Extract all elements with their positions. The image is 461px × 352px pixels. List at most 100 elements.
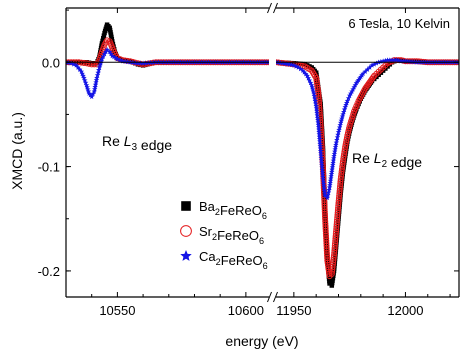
- data-point: [92, 81, 99, 87]
- annotation-re-l2-edge: Re L2 edge: [352, 150, 422, 170]
- data-point: [318, 157, 325, 163]
- legend-label: Sr2FeReO6: [199, 224, 264, 246]
- data-point: [315, 119, 321, 125]
- y-axis-label: XMCD (a.u.): [9, 112, 25, 190]
- data-point: [370, 74, 377, 81]
- data-point: [336, 218, 341, 224]
- data-point: [319, 114, 324, 119]
- data-point: [369, 62, 375, 68]
- data-point: [346, 134, 351, 139]
- data-point: [334, 237, 339, 243]
- data-point: [330, 275, 336, 281]
- series-panel: [66, 22, 269, 68]
- data-point: [317, 148, 324, 154]
- data-point: [317, 94, 322, 100]
- data-point: [327, 177, 334, 184]
- data-point: [312, 98, 318, 104]
- data-point: [316, 136, 323, 142]
- axis-break-bottom: [267, 291, 272, 303]
- data-point: [342, 104, 348, 110]
- data-point: [321, 188, 328, 194]
- data-point: [337, 199, 343, 205]
- data-point: [99, 56, 105, 62]
- data-point: [94, 72, 101, 78]
- data-point: [109, 34, 114, 40]
- data-point: [326, 184, 333, 190]
- axis-break-top: [273, 2, 278, 14]
- data-point: [313, 74, 320, 81]
- data-point: [344, 98, 351, 104]
- data-point: [317, 138, 323, 144]
- data-point: [320, 136, 325, 141]
- data-point: [317, 92, 322, 97]
- data-point: [338, 117, 344, 123]
- data-point: [332, 144, 339, 150]
- data-point: [316, 131, 322, 137]
- data-point: [91, 88, 97, 94]
- data-point: [330, 162, 336, 168]
- data-point: [335, 228, 340, 233]
- data-point: [332, 256, 338, 262]
- data-point: [335, 223, 341, 229]
- data-point: [333, 142, 339, 148]
- series-panel: [66, 46, 269, 99]
- data-point: [334, 242, 339, 248]
- data-point: [310, 88, 317, 94]
- data-point: [320, 148, 326, 153]
- data-point: [371, 61, 377, 67]
- data-point: [341, 106, 348, 112]
- data-point: [101, 33, 107, 38]
- text-part: edge: [137, 137, 172, 153]
- data-point: [314, 83, 321, 90]
- data-point: [319, 123, 325, 129]
- data-point: [109, 36, 115, 42]
- data-point: [92, 86, 98, 92]
- data-point: [318, 111, 324, 117]
- axis-break-top: [267, 2, 272, 14]
- data-point: [100, 53, 106, 59]
- text-part: Re: [352, 150, 374, 166]
- data-point: [329, 169, 335, 175]
- data-point: [337, 207, 342, 212]
- data-point: [317, 145, 324, 151]
- data-point: [315, 117, 321, 123]
- legend-marker: [181, 201, 191, 211]
- data-point: [316, 126, 322, 132]
- data-point: [345, 95, 352, 101]
- data-point: [90, 91, 96, 97]
- data-point: [98, 60, 104, 66]
- text-part: Ba: [199, 199, 216, 214]
- legend-entry: Ba2FeReO6: [181, 199, 267, 221]
- data-point: [309, 84, 315, 90]
- data-point: [338, 190, 343, 195]
- data-point: [338, 185, 344, 191]
- data-point: [331, 155, 337, 161]
- text-part: 2: [382, 159, 387, 170]
- series-panel: [276, 57, 459, 201]
- data-point: [338, 188, 344, 193]
- axis-break-bottom: [273, 291, 278, 303]
- series-panel: [276, 57, 459, 288]
- data-point: [311, 93, 318, 99]
- data-point: [93, 77, 100, 83]
- data-point: [94, 75, 100, 81]
- data-point: [332, 259, 338, 264]
- data-point: [332, 146, 338, 152]
- data-point: [319, 162, 325, 168]
- data-point: [344, 100, 350, 106]
- legend-label: Ba2FeReO6: [199, 199, 267, 221]
- data-point: [327, 180, 333, 186]
- data-point: [360, 70, 366, 76]
- data-point: [320, 153, 326, 158]
- data-point: [104, 46, 110, 52]
- data-point: [336, 214, 341, 219]
- data-point: [314, 112, 320, 118]
- data-point: [89, 93, 95, 99]
- data-point: [318, 106, 324, 112]
- data-point: [328, 171, 335, 177]
- data-point: [344, 141, 350, 147]
- data-point: [319, 121, 324, 126]
- data-point: [92, 84, 98, 90]
- data-point: [316, 133, 323, 139]
